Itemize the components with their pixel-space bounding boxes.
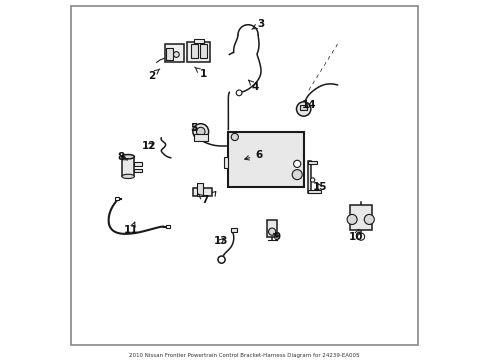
Bar <box>122 157 134 176</box>
Bar <box>190 44 198 58</box>
Text: 15: 15 <box>312 182 326 192</box>
Text: 8: 8 <box>117 152 127 162</box>
Text: 7: 7 <box>198 194 208 205</box>
Bar <box>308 161 317 164</box>
Bar <box>193 134 207 140</box>
Bar <box>308 161 310 193</box>
Bar <box>224 157 228 168</box>
Bar <box>134 168 142 172</box>
Bar <box>197 183 202 196</box>
Text: 14: 14 <box>301 100 316 110</box>
Bar <box>193 40 203 43</box>
Bar <box>308 190 320 193</box>
Bar <box>164 44 183 62</box>
Bar <box>228 132 303 187</box>
Text: 5: 5 <box>190 123 198 133</box>
Bar <box>115 197 119 201</box>
Circle shape <box>364 215 373 225</box>
Bar <box>187 42 210 62</box>
Circle shape <box>296 102 310 116</box>
Text: 12: 12 <box>142 141 156 151</box>
Bar <box>300 105 306 110</box>
Text: 13: 13 <box>214 236 228 246</box>
Circle shape <box>231 134 238 140</box>
Circle shape <box>218 256 224 263</box>
Text: 6: 6 <box>244 150 262 160</box>
Circle shape <box>173 51 179 57</box>
Circle shape <box>236 90 242 96</box>
Circle shape <box>310 178 314 182</box>
Bar <box>266 220 277 237</box>
Bar <box>349 205 371 230</box>
Circle shape <box>292 170 302 180</box>
Text: 4: 4 <box>248 80 259 92</box>
Text: 2010 Nissan Frontier Powertrain Control Bracket-Harness Diagram for 24239-EA005: 2010 Nissan Frontier Powertrain Control … <box>129 353 359 358</box>
Text: 10: 10 <box>348 229 362 242</box>
Bar <box>230 228 237 232</box>
Circle shape <box>268 228 275 235</box>
Text: 1: 1 <box>194 67 206 79</box>
Ellipse shape <box>122 174 134 179</box>
Circle shape <box>192 124 208 139</box>
Text: 3: 3 <box>251 19 264 29</box>
Circle shape <box>357 233 364 240</box>
Text: 9: 9 <box>273 232 280 242</box>
Circle shape <box>346 215 356 225</box>
Bar <box>134 162 142 166</box>
Text: 11: 11 <box>124 222 139 235</box>
Text: 2: 2 <box>147 69 160 81</box>
Bar <box>199 44 206 58</box>
Circle shape <box>293 160 300 167</box>
Circle shape <box>196 127 204 136</box>
Ellipse shape <box>122 154 134 159</box>
Bar <box>192 188 212 196</box>
Bar <box>166 48 172 59</box>
Bar <box>165 225 170 228</box>
